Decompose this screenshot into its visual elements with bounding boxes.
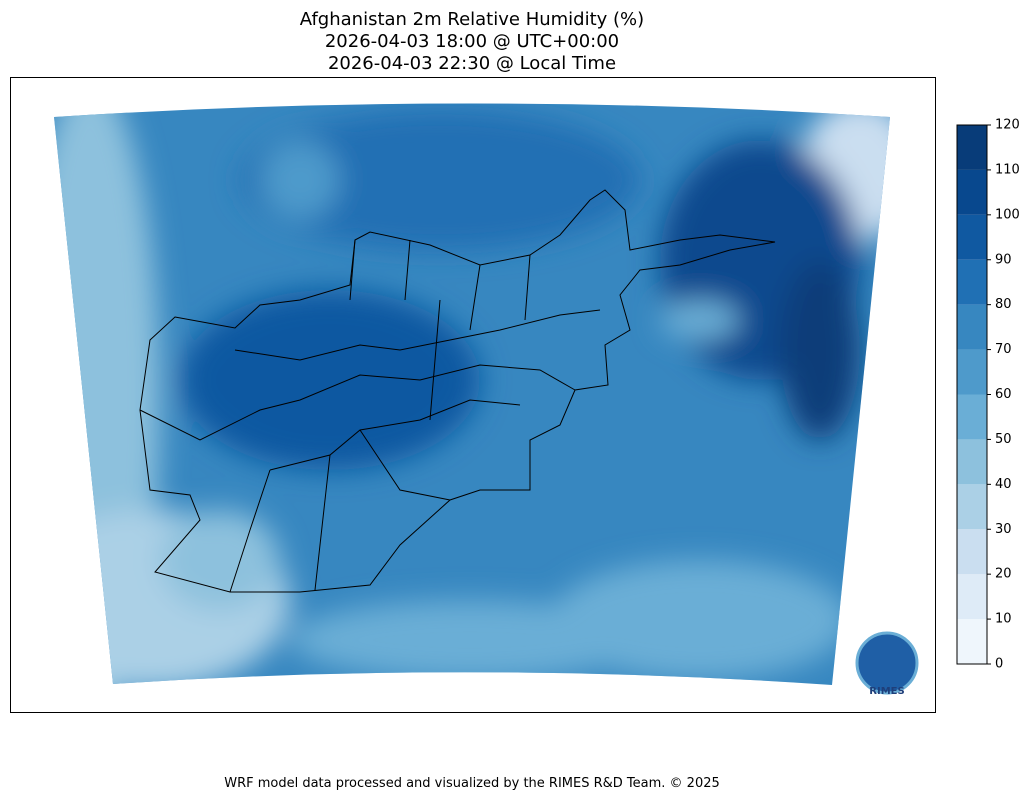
title-line: 2026-04-03 18:00 @ UTC+00:00 — [325, 31, 619, 52]
borders — [139, 189, 776, 593]
colorbar-tick-label: 10 — [995, 612, 1012, 627]
colorbar-tick-label: 60 — [995, 387, 1012, 402]
colorbar-band — [957, 304, 987, 350]
title-line: 2026-04-03 22:30 @ Local Time — [328, 53, 616, 74]
logo: RIMES — [855, 631, 919, 697]
colorbar-tick-label: 100 — [995, 207, 1020, 222]
colorbar-tick-label: 120 — [995, 118, 1020, 133]
colorbar-tick-label: 80 — [995, 297, 1012, 312]
humidity-field — [54, 103, 890, 685]
colorbar-tick-label: 70 — [995, 342, 1012, 357]
logo-text: RIMES — [869, 686, 904, 697]
colorbar-tick-label: 50 — [995, 432, 1012, 447]
colorbar-tick-label: 110 — [995, 162, 1020, 177]
colorbar-band — [957, 214, 987, 260]
colorbar-band — [957, 439, 987, 485]
colorbar-band — [957, 125, 987, 170]
colorbar-band — [957, 394, 987, 440]
colorbar-band — [957, 619, 987, 664]
colorbar-tick-label: 20 — [995, 567, 1012, 582]
title-line: Afghanistan 2m Relative Humidity (%) — [300, 9, 644, 30]
colorbar-tick-label: 90 — [995, 252, 1012, 267]
footer: WRF model data processed and visualized … — [224, 776, 720, 791]
colorbar-band — [957, 169, 987, 215]
colorbar-tick-label: 30 — [995, 522, 1012, 537]
colorbar: 0 10 20 30 40 50 60 70 80 90 100 110 120 — [956, 118, 1020, 672]
colorbar-band — [957, 259, 987, 305]
colorbar-tick-label: 40 — [995, 477, 1012, 492]
colorbar-band — [957, 484, 987, 530]
colorbar-band — [957, 574, 987, 620]
colorbar-tick-label: 0 — [995, 657, 1003, 672]
colorbar-band — [957, 529, 987, 575]
colorbar-band — [957, 349, 987, 395]
